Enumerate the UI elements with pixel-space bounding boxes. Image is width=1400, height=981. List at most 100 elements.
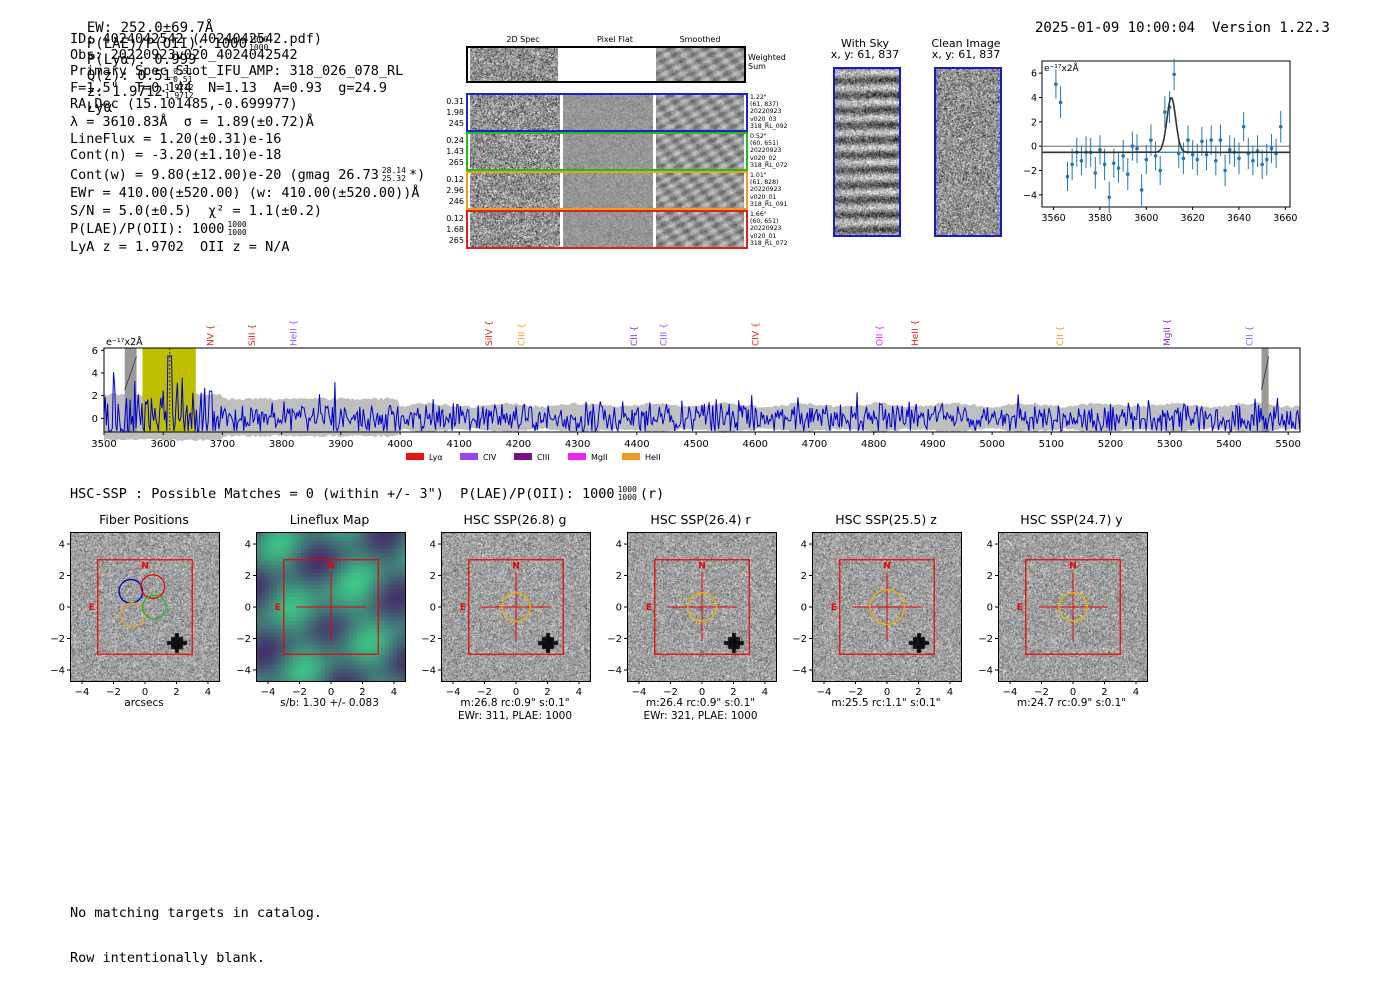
plae-lo: 1000: [249, 43, 269, 52]
north-label: N: [141, 562, 149, 572]
spectrum-legend-swatch: [567, 453, 586, 460]
header-bar: EW: 252.0±69.7Å P(LAE)/P(OII): 1000 1000 1…: [70, 4, 287, 116]
hsc-x-tick-label: 0: [142, 687, 148, 698]
col-title-2dspec: 2D Spec: [506, 35, 540, 44]
contw-end: *): [408, 166, 426, 183]
hsc-y-tick-label: 0: [244, 603, 250, 614]
cutout-2dspec: [470, 95, 560, 130]
spectrum-x-tick-label: 4000: [387, 439, 412, 450]
hsc-x-tick-label: 2: [359, 687, 365, 698]
cutout-row-meta: 1.22" (61, 837) 20220923 v020_03 318_RL_092: [750, 94, 788, 130]
cutout-row-value: 0.12: [446, 175, 464, 184]
east-label: E: [460, 603, 466, 613]
cutout-pixelflat: [563, 134, 653, 169]
spectrum-x-tick-label: 4800: [861, 439, 886, 450]
spectrum-line-marker: CII {: [630, 326, 640, 346]
zoom-point: [1125, 172, 1130, 176]
cutout-row-values: 0.12 1.68 265: [440, 213, 464, 246]
zoom-x-tick-label: 3580: [1088, 213, 1112, 224]
north-label: N: [883, 562, 891, 572]
cutout-row-value: 1.68: [446, 225, 464, 234]
cutout-pixelflat: [563, 95, 653, 130]
spectrum-x-tick-label: 4900: [920, 439, 945, 450]
spectrum-mask-hatch: [1261, 356, 1270, 391]
hsc-x-tick-label: 0: [1069, 687, 1075, 698]
cutout-row-values: 0.24 1.43 265: [440, 135, 464, 168]
zoom-point: [1204, 152, 1209, 157]
cutout-row-value: 245: [448, 119, 464, 128]
zoom-point: [1163, 110, 1167, 114]
cutout-smoothed: [656, 95, 744, 130]
spectrum-legend-label: CIII: [537, 453, 550, 462]
zoom-point: [1102, 162, 1107, 167]
cutout-meta-line: v020_01: [750, 232, 777, 240]
hsc-headline: HSC-SSP : Possible Matches = 0 (within +…: [70, 486, 665, 503]
zoom-point: [1144, 157, 1149, 162]
zoom-point: [1098, 148, 1102, 152]
hsc-x-tick-label: 4: [576, 687, 582, 698]
spectrum-line-marker: CII {: [1056, 326, 1066, 346]
spectrum-line-label: MgII {: [1163, 319, 1173, 346]
hsc-x-tick-label: −2: [1034, 687, 1049, 698]
spectrum-line-marker: CII {: [1246, 326, 1256, 346]
hsc-y-tick-label: 4: [59, 540, 65, 551]
hsc-x-tick-label: 4: [390, 687, 396, 698]
cutout-meta-line: 20220923: [750, 186, 782, 194]
zoom-point: [1172, 72, 1176, 77]
zoom-point: [1190, 152, 1195, 157]
cutout-2dspec: [470, 173, 560, 208]
zoom-point: [1269, 146, 1274, 151]
zoom-point: [1200, 139, 1204, 144]
cutout-meta-line: 0.52": [750, 133, 767, 140]
ew-value: EW: 252.0±69.7Å: [86, 20, 214, 36]
zoom-point: [1121, 154, 1125, 158]
cutout-row-value: 0.12: [446, 214, 464, 223]
zoom-point: [1058, 100, 1063, 105]
spectrum-legend-swatch: [405, 453, 424, 460]
col-title-smoothed: Smoothed: [679, 35, 721, 44]
z-lo: 1.9712: [164, 91, 194, 100]
hsc-headline-text: HSC-SSP : Possible Matches = 0 (within +…: [70, 486, 615, 502]
weighted-sum-box: [466, 46, 746, 83]
zoom-point: [1241, 124, 1246, 129]
info-ewr: EWr = 410.00(±520.00) (w: 410.00(±520.00…: [70, 184, 420, 201]
cutout-meta-line: (60, 651): [750, 140, 779, 148]
info-id: ID: 4024042542 (4024042542.pdf): [70, 31, 322, 47]
z-hi: 1.9712: [164, 83, 194, 92]
hsc-panel-caption-2: EWr: 321, PLAE: 1000: [643, 710, 758, 722]
spectrum-y-tick-label: 0: [92, 414, 98, 425]
east-label: E: [831, 603, 837, 613]
hsc-headline-end: (r): [639, 486, 665, 502]
hsc-x-tick-label: −2: [292, 687, 307, 698]
spectrum-error-band: [104, 392, 1300, 442]
zoom-y-tick-label: −2: [1023, 166, 1037, 177]
cutout-meta-line: v020_03: [750, 115, 777, 123]
hsc-y-tick-label: 0: [801, 603, 807, 614]
hsc-panel-title: HSC SSP(26.8) g: [463, 512, 567, 527]
hsc-panel-caption: arcsecs: [124, 697, 164, 709]
with-sky-image: [833, 67, 901, 237]
cutout-row-meta: 1.66" (60, 651) 20220923 v020_01 318_RL_072: [750, 211, 788, 247]
spectrum-legend-label: Lyα: [429, 453, 443, 462]
hsc-y-tick-label: 2: [801, 571, 807, 582]
hsc-y-tick-label: 2: [430, 571, 436, 582]
timestamp: 2025-01-09 10:00:04: [1034, 20, 1196, 36]
hsc-axes: −4 4 −2 2 0 0 2 −2 4 −4: [792, 540, 953, 698]
hsc-y-tick-label: −2: [607, 634, 622, 645]
info-plae: P(LAE)/P(OII): 1000 1000 1000: [70, 221, 450, 238]
hsc-panel: HSC SSP(26.4) r N E −4 4 −2 2 0 0 2 −2 4 −4 m:26.4 rc…: [597, 510, 777, 725]
with-sky-xy: x, y: 61, 837: [830, 48, 900, 61]
hsc-axes: −4 4 −2 2 0 0 2 −2 4 −4: [236, 540, 397, 698]
zoom-point: [1158, 168, 1163, 173]
hsc-axes: −4 4 −2 2 0 0 2 −2 4 −4: [607, 540, 768, 698]
spectrum-x-tick-label: 5500: [1275, 439, 1300, 450]
cutout-row-box: [466, 93, 748, 132]
hsc-y-tick-label: 4: [430, 540, 436, 551]
hsc-y-tick-label: −2: [421, 634, 436, 645]
cutout-meta-line: 1.01": [750, 172, 767, 179]
spectrum-legend-swatch: [513, 453, 532, 460]
east-label: E: [645, 603, 651, 613]
cutout-row-value: 265: [448, 158, 464, 167]
hsc-x-tick-label: −4: [260, 687, 275, 698]
cutout-row-box: [466, 132, 748, 171]
